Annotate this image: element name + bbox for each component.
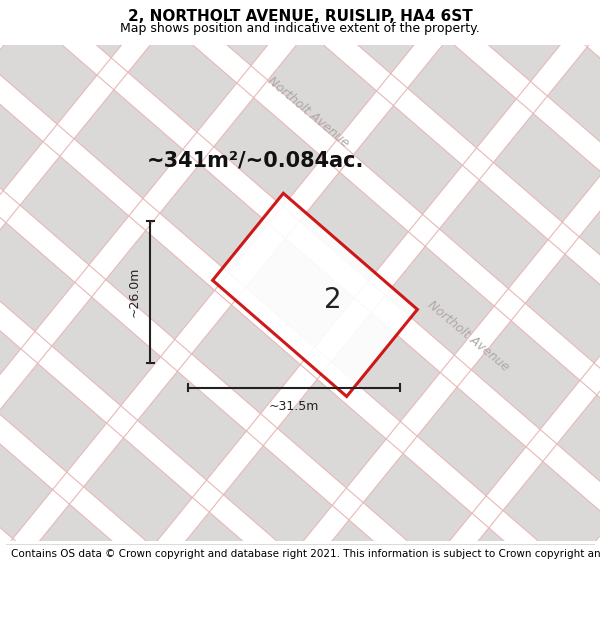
Polygon shape — [417, 387, 526, 496]
Polygon shape — [471, 321, 580, 429]
Polygon shape — [493, 113, 600, 222]
Text: 2: 2 — [324, 286, 342, 314]
Polygon shape — [353, 106, 463, 214]
Polygon shape — [0, 0, 11, 50]
Polygon shape — [52, 297, 161, 406]
Polygon shape — [299, 172, 409, 281]
Polygon shape — [20, 156, 129, 265]
Polygon shape — [557, 395, 600, 504]
Text: Contains OS data © Crown copyright and database right 2021. This information is : Contains OS data © Crown copyright and d… — [11, 549, 600, 559]
Polygon shape — [128, 23, 237, 132]
Polygon shape — [106, 231, 215, 339]
Polygon shape — [579, 188, 600, 296]
Polygon shape — [449, 528, 558, 625]
Polygon shape — [0, 222, 75, 331]
Polygon shape — [589, 536, 600, 625]
Text: Northolt Avenue: Northolt Avenue — [425, 298, 511, 374]
Polygon shape — [363, 454, 472, 562]
Polygon shape — [277, 379, 386, 488]
Polygon shape — [83, 438, 193, 546]
Polygon shape — [0, 363, 107, 472]
Text: ~31.5m: ~31.5m — [269, 400, 319, 413]
Polygon shape — [0, 289, 21, 398]
Polygon shape — [137, 371, 247, 480]
Polygon shape — [309, 520, 418, 625]
Polygon shape — [322, 0, 431, 74]
Polygon shape — [214, 98, 323, 206]
Polygon shape — [245, 238, 355, 348]
Text: 2, NORTHOLT AVENUE, RUISLIP, HA4 6ST: 2, NORTHOLT AVENUE, RUISLIP, HA4 6ST — [128, 9, 472, 24]
Polygon shape — [74, 90, 183, 199]
Text: Map shows position and indicative extent of the property.: Map shows position and indicative extent… — [120, 22, 480, 35]
Polygon shape — [385, 246, 494, 355]
Text: ~341m²/~0.084ac.: ~341m²/~0.084ac. — [146, 151, 364, 171]
Text: ~26.0m: ~26.0m — [128, 267, 140, 317]
Polygon shape — [0, 430, 53, 539]
Polygon shape — [191, 305, 301, 414]
Polygon shape — [268, 31, 377, 140]
Polygon shape — [223, 446, 332, 554]
Polygon shape — [525, 254, 600, 363]
Polygon shape — [29, 504, 139, 613]
Polygon shape — [0, 16, 97, 124]
Polygon shape — [461, 0, 571, 81]
Polygon shape — [407, 39, 517, 148]
Polygon shape — [547, 47, 600, 156]
Polygon shape — [331, 312, 440, 421]
Polygon shape — [182, 0, 291, 66]
Polygon shape — [160, 164, 269, 273]
Polygon shape — [0, 82, 43, 191]
Polygon shape — [169, 512, 278, 621]
Polygon shape — [42, 0, 151, 58]
Polygon shape — [212, 193, 418, 396]
Polygon shape — [439, 180, 548, 289]
Text: Northolt Avenue: Northolt Avenue — [265, 74, 351, 150]
Polygon shape — [503, 461, 600, 570]
